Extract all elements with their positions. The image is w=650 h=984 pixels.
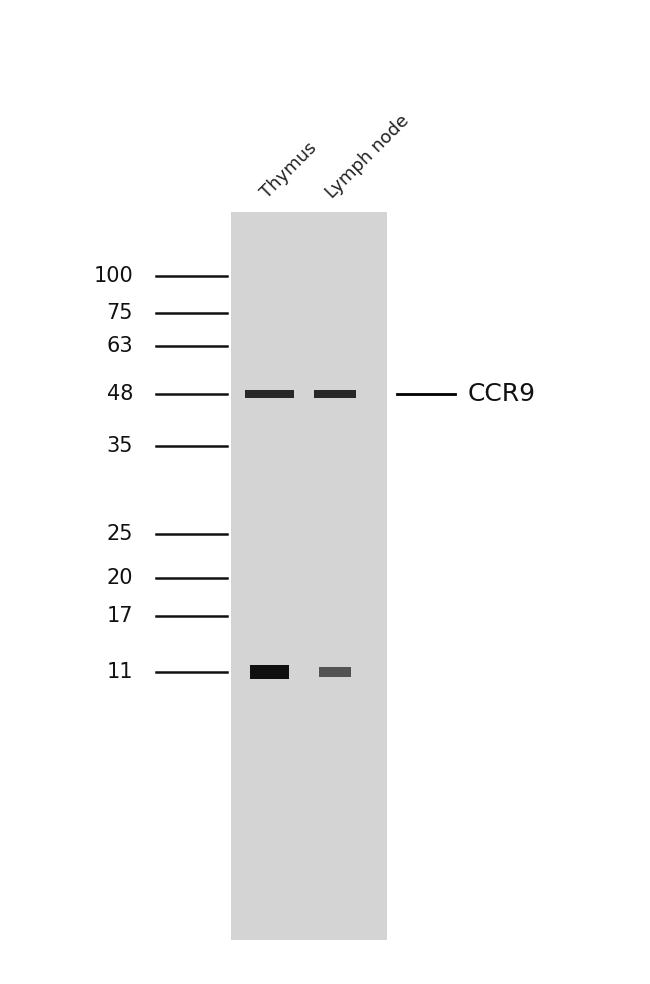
Bar (246, 390, 294, 398)
Bar (250, 665, 289, 679)
Text: 63: 63 (107, 337, 133, 356)
Bar (318, 667, 351, 677)
Text: Lymph node: Lymph node (322, 111, 413, 202)
Text: 48: 48 (107, 384, 133, 403)
Text: 25: 25 (107, 524, 133, 544)
Bar (231, 212, 387, 940)
Text: 75: 75 (107, 303, 133, 323)
Text: 11: 11 (107, 662, 133, 682)
Text: 20: 20 (107, 568, 133, 587)
Text: 17: 17 (107, 606, 133, 626)
Bar (313, 390, 356, 398)
Text: 35: 35 (107, 436, 133, 456)
Text: Thymus: Thymus (257, 139, 320, 202)
Text: 100: 100 (94, 266, 133, 285)
Text: CCR9: CCR9 (468, 382, 536, 405)
